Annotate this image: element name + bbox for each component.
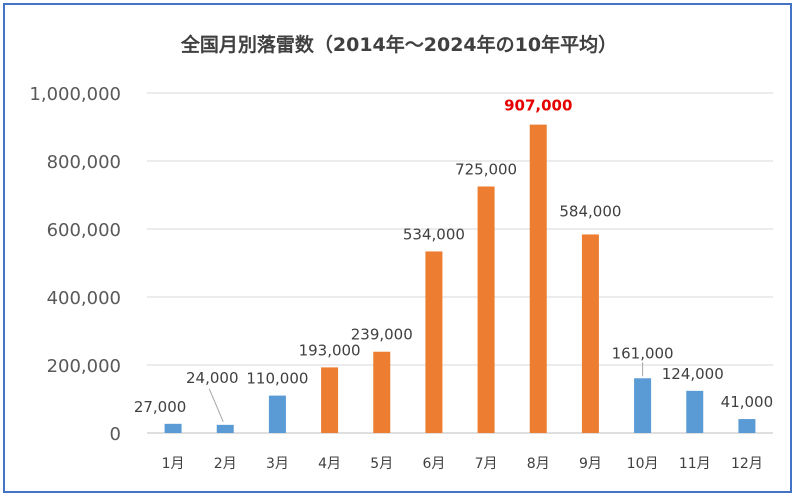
data-label: 110,000 bbox=[246, 370, 308, 388]
x-tick-label: 10月 bbox=[627, 456, 659, 472]
bar bbox=[268, 395, 286, 433]
data-label: 725,000 bbox=[455, 161, 517, 179]
bar bbox=[738, 419, 756, 433]
bar bbox=[529, 124, 547, 434]
bar bbox=[581, 234, 599, 433]
data-label: 41,000 bbox=[721, 393, 774, 411]
bar bbox=[425, 251, 443, 433]
x-tick-label: 9月 bbox=[579, 456, 602, 472]
x-tick-label: 4月 bbox=[318, 456, 341, 472]
y-tick-label: 600,000 bbox=[47, 220, 121, 241]
data-label: 907,000 bbox=[504, 97, 572, 115]
y-tick-label: 400,000 bbox=[47, 288, 121, 309]
data-label: 27,000 bbox=[134, 398, 187, 416]
x-tick-label: 5月 bbox=[370, 456, 393, 472]
chart-frame bbox=[3, 3, 792, 493]
data-label: 239,000 bbox=[351, 326, 413, 344]
x-tick-label: 8月 bbox=[527, 456, 550, 472]
x-tick-label: 6月 bbox=[422, 456, 445, 472]
y-tick-label: 800,000 bbox=[47, 152, 121, 173]
bar bbox=[216, 424, 234, 433]
x-tick-label: 12月 bbox=[731, 456, 763, 472]
bar bbox=[321, 367, 339, 433]
bar bbox=[373, 351, 391, 433]
y-tick-label: 1,000,000 bbox=[29, 84, 121, 105]
bar bbox=[634, 378, 652, 433]
chart-title: 全国月別落雷数（2014年～2024年の10年平均） bbox=[180, 34, 618, 56]
x-tick-label: 7月 bbox=[475, 456, 498, 472]
data-label: 193,000 bbox=[299, 341, 361, 359]
data-label: 24,000 bbox=[186, 369, 239, 387]
x-tick-label: 1月 bbox=[162, 456, 185, 472]
x-tick-label: 11月 bbox=[679, 456, 711, 472]
y-tick-label: 0 bbox=[110, 424, 121, 445]
leader-line bbox=[208, 388, 224, 423]
data-label: 584,000 bbox=[559, 202, 621, 220]
data-label: 161,000 bbox=[612, 344, 674, 362]
x-tick-label: 2月 bbox=[214, 456, 237, 472]
x-tick-label: 3月 bbox=[266, 456, 289, 472]
bar bbox=[686, 390, 704, 433]
bar bbox=[477, 186, 495, 433]
y-tick-label: 200,000 bbox=[47, 356, 121, 377]
data-label: 124,000 bbox=[662, 365, 724, 383]
data-label: 534,000 bbox=[403, 225, 465, 243]
bar bbox=[164, 423, 182, 433]
